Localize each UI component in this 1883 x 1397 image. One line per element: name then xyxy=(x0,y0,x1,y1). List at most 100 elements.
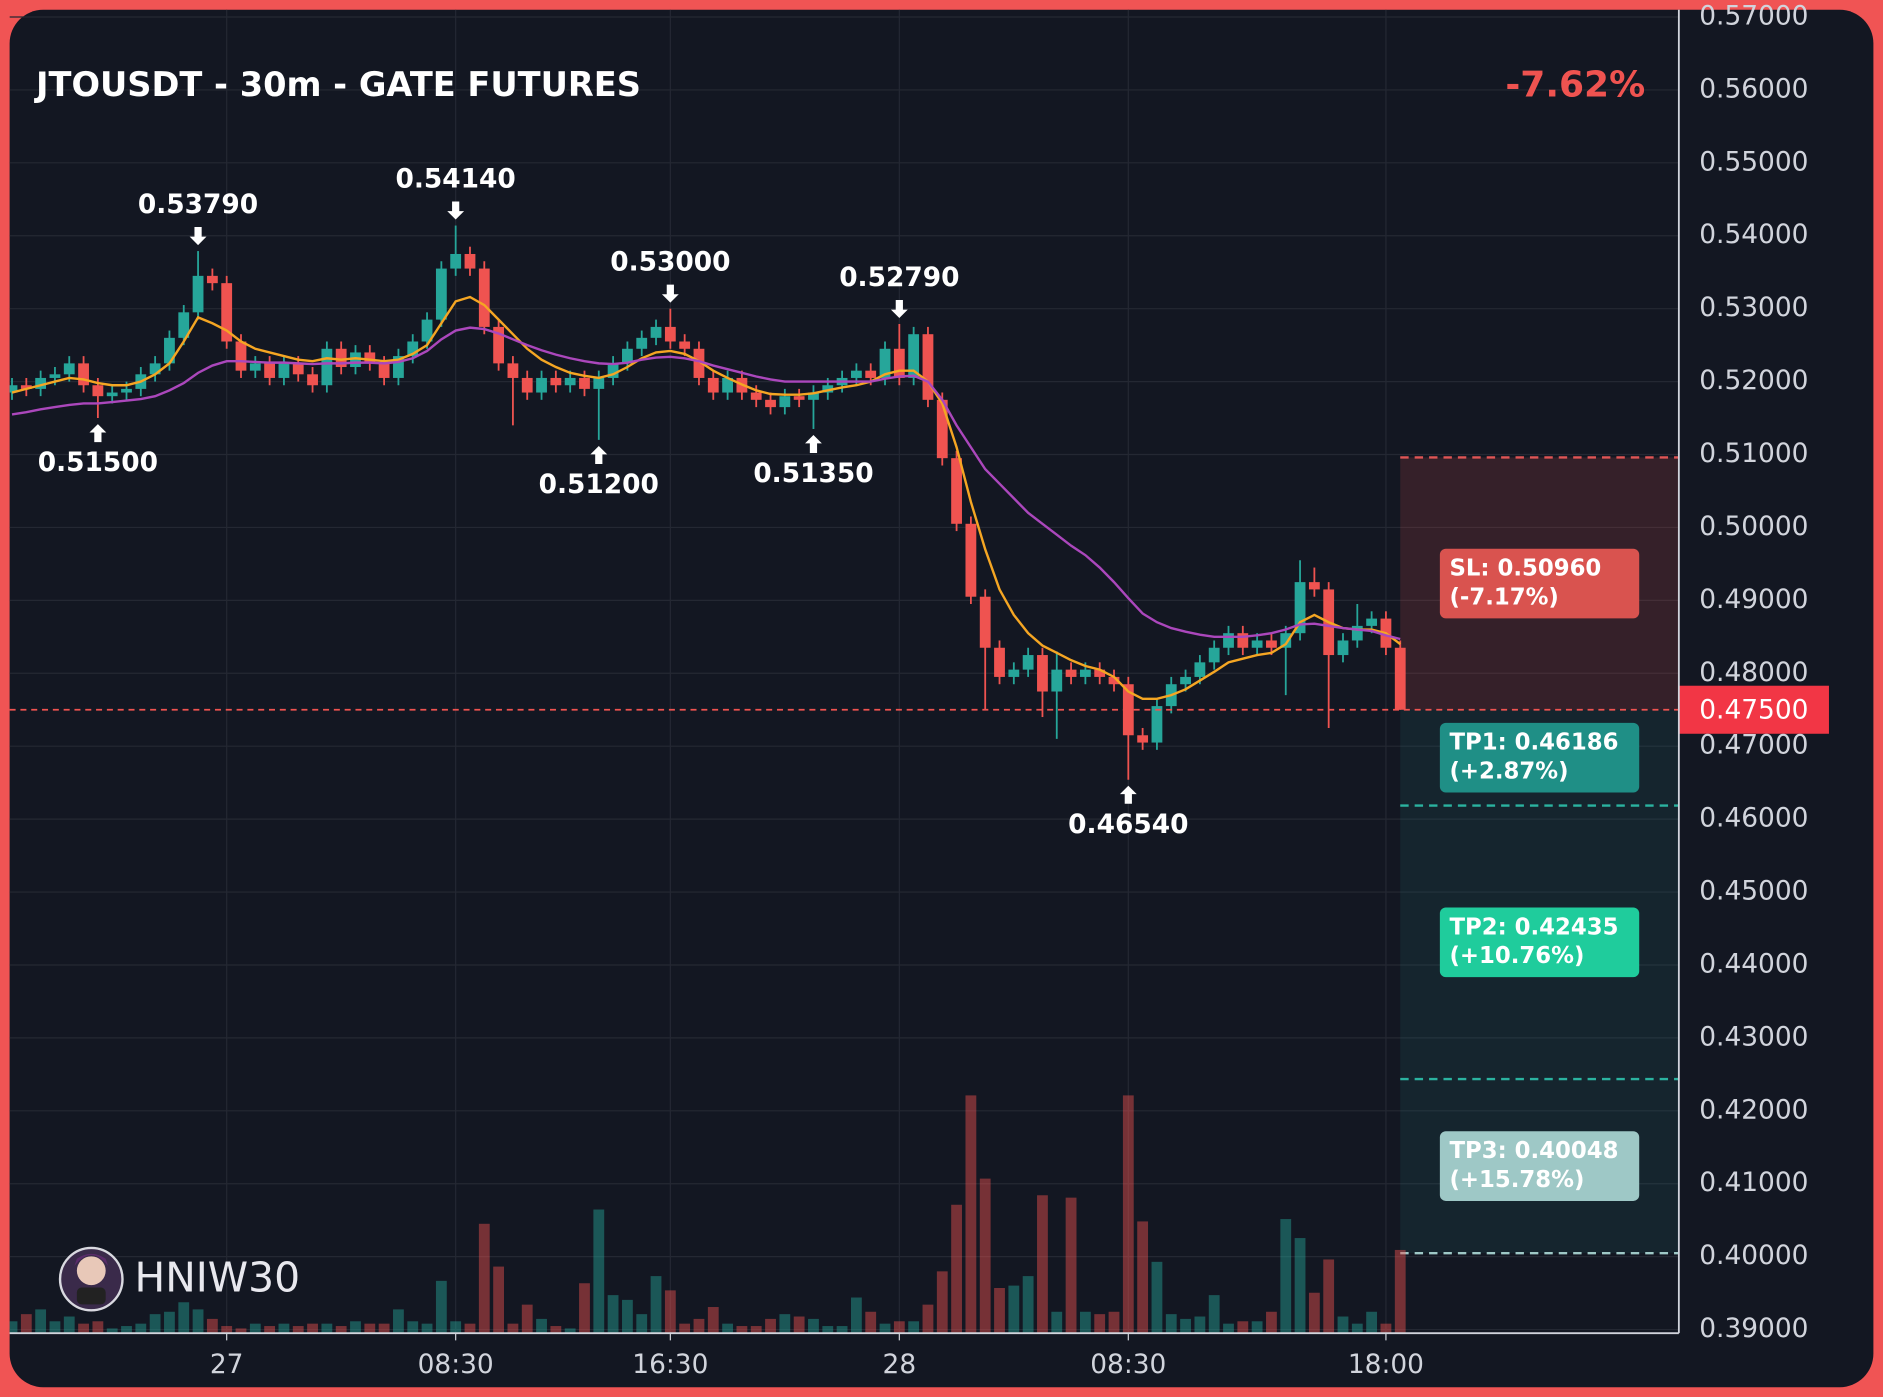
x-tick-label: 16:30 xyxy=(632,1349,708,1380)
candle-body xyxy=(321,348,333,386)
volume-bar xyxy=(564,1328,576,1334)
candle-body xyxy=(750,392,762,400)
candle-body xyxy=(1394,647,1406,710)
volume-bar xyxy=(20,1314,32,1334)
candle-body xyxy=(49,374,61,378)
volume-bar xyxy=(1137,1221,1149,1334)
volume-bar xyxy=(507,1323,519,1334)
volume-bar xyxy=(808,1318,819,1334)
volume-bar xyxy=(779,1314,791,1334)
volume-bar xyxy=(1280,1219,1292,1334)
candle-body xyxy=(278,363,290,378)
volume-bar xyxy=(450,1321,462,1334)
y-tick-label: 0.43000 xyxy=(1699,1021,1808,1052)
candle-body xyxy=(1108,676,1120,685)
moving-average xyxy=(11,326,1401,641)
candle-body xyxy=(378,363,390,378)
position-label: TP2: 0.42435 xyxy=(1449,914,1618,940)
candle-body xyxy=(493,326,505,364)
low-arrow xyxy=(89,424,107,443)
volume-bar xyxy=(893,1321,905,1334)
candle-body xyxy=(1308,582,1320,590)
y-tick-label: 0.44000 xyxy=(1699,948,1808,979)
annotations: 0.47500 0.53790 0.54140 0.53000 0.52790 0.515… xyxy=(9,163,1829,840)
volume-bar xyxy=(1380,1323,1392,1334)
volume-bar xyxy=(650,1276,662,1334)
candle-body xyxy=(235,341,247,371)
volume-bar xyxy=(1208,1295,1220,1334)
volume-bar xyxy=(264,1326,276,1334)
candle-body xyxy=(1094,669,1106,677)
candle-body xyxy=(936,399,948,459)
volume-bar xyxy=(550,1326,562,1334)
volume-bar xyxy=(951,1204,962,1334)
volume-bar xyxy=(493,1266,505,1334)
candle-body xyxy=(650,326,662,338)
candle-body xyxy=(1237,633,1249,648)
last-price-label: 0.47500 xyxy=(1699,694,1808,725)
volume-bar xyxy=(364,1323,376,1334)
candle-body xyxy=(1079,669,1091,677)
candle-body xyxy=(1266,640,1277,648)
volume-bar xyxy=(292,1326,304,1334)
volume-bar xyxy=(435,1280,447,1334)
volume-bar xyxy=(865,1311,877,1334)
low-label: 0.46540 xyxy=(1068,809,1188,840)
y-tick-label: 0.46000 xyxy=(1699,803,1808,834)
x-tick-label: 28 xyxy=(883,1349,917,1380)
volume-bar xyxy=(63,1316,75,1334)
high-label: 0.53790 xyxy=(138,189,258,220)
volume-bar xyxy=(393,1309,404,1334)
volume-bar xyxy=(178,1302,190,1334)
position-label: TP3: 0.40048 xyxy=(1449,1138,1618,1164)
low-label: 0.51200 xyxy=(539,469,659,500)
volume-bar xyxy=(192,1309,204,1334)
candle-body xyxy=(1280,633,1292,648)
change: -7.62% xyxy=(1505,65,1645,106)
volume-bar xyxy=(1180,1318,1191,1334)
candle-body xyxy=(965,523,977,597)
grid xyxy=(9,9,1679,1334)
candle-body xyxy=(1008,669,1020,677)
y-tick-label: 0.39000 xyxy=(1699,1313,1808,1344)
volume-bar xyxy=(235,1328,247,1334)
watermark: HNIW30 xyxy=(135,1253,301,1301)
volume-bar xyxy=(1223,1323,1234,1334)
candle-body xyxy=(206,275,218,284)
panel xyxy=(9,9,1874,1388)
volume-bar xyxy=(965,1095,977,1334)
volume-bar xyxy=(822,1326,834,1334)
candle-body xyxy=(779,396,791,408)
x-tick-label: 08:30 xyxy=(418,1349,494,1380)
candle-body xyxy=(1251,640,1263,648)
volume-bar xyxy=(679,1323,691,1334)
volume-bar xyxy=(622,1299,633,1334)
axes: 0.39000 0.40000 0.41000 0.42000 0.43000 0.440… xyxy=(9,0,1808,1380)
candle-body xyxy=(893,348,905,378)
volume-bar xyxy=(335,1326,347,1334)
candle-body xyxy=(622,348,633,364)
x-tick-label: 18:00 xyxy=(1348,1349,1424,1380)
chart-title: JTOUSDT - 30m - GATE FUTURES xyxy=(34,65,641,104)
volume-bar xyxy=(78,1323,89,1334)
volume-bar xyxy=(1037,1195,1048,1334)
volume-bar xyxy=(722,1323,733,1334)
volume-bar xyxy=(1051,1311,1063,1334)
volume-bar xyxy=(1323,1259,1335,1334)
volume-bar xyxy=(1022,1276,1034,1334)
y-tick-label: 0.41000 xyxy=(1699,1167,1808,1198)
y-tick-label: 0.51000 xyxy=(1699,438,1808,469)
candle-body xyxy=(1223,633,1234,648)
candle-body xyxy=(178,312,190,338)
volume-bar xyxy=(206,1318,218,1334)
candle-body xyxy=(478,268,490,327)
volume-bar xyxy=(750,1326,762,1334)
volume-bar xyxy=(350,1321,361,1334)
y-tick-label: 0.53000 xyxy=(1699,292,1808,323)
y-tick-label: 0.57000 xyxy=(1699,0,1808,31)
volume-bar xyxy=(593,1209,605,1334)
x-tick-label: 08:30 xyxy=(1090,1349,1166,1380)
high-arrow xyxy=(447,201,465,220)
volume-bar xyxy=(1008,1285,1020,1334)
candle-body xyxy=(979,596,991,648)
